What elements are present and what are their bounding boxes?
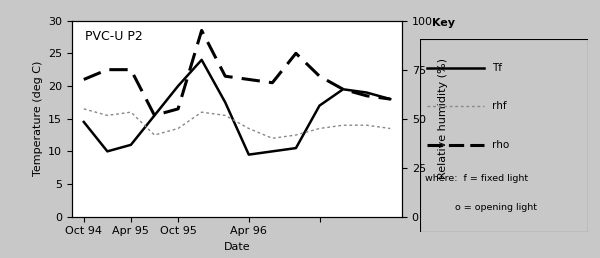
X-axis label: Date: Date: [224, 242, 250, 252]
Text: Key: Key: [432, 18, 455, 28]
Y-axis label: Temperature (deg C): Temperature (deg C): [32, 61, 43, 176]
Y-axis label: Relative humidity (%): Relative humidity (%): [438, 58, 448, 179]
Text: PVC-U P2: PVC-U P2: [85, 30, 143, 43]
Text: rhf: rhf: [492, 101, 507, 111]
Text: Tf: Tf: [492, 63, 502, 73]
Text: o = opening light: o = opening light: [425, 203, 537, 212]
Text: where:  f = fixed light: where: f = fixed light: [425, 174, 528, 182]
Text: rho: rho: [492, 140, 509, 150]
